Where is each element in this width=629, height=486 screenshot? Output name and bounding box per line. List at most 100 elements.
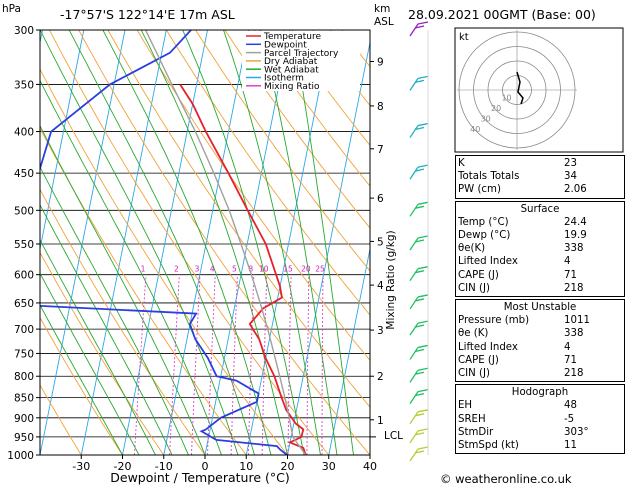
legend-entry: Wet Adiabat bbox=[264, 65, 319, 75]
hodo-value: 11 bbox=[564, 440, 577, 452]
mixing-ratio-label: 5 bbox=[232, 265, 237, 274]
pressure-tick-label: 750 bbox=[14, 348, 34, 360]
pressure-tick-label: 1000 bbox=[7, 450, 34, 462]
surface-label: θe(K) bbox=[458, 243, 486, 255]
dry-adiabat bbox=[40, 251, 165, 455]
surface-row: CIN (J) 218 bbox=[458, 282, 622, 295]
surface-row: Lifted Index 4 bbox=[458, 255, 622, 268]
wet-adiabat bbox=[40, 124, 206, 455]
height-tick-label: 5 bbox=[377, 236, 384, 248]
wind-barb-staff bbox=[409, 23, 419, 37]
hodo-row: SREH -5 bbox=[458, 413, 622, 426]
hodo-label: StmSpd (kt) bbox=[458, 440, 519, 452]
isotherm-line bbox=[163, 30, 250, 455]
mixing-ratio-line bbox=[169, 274, 180, 455]
hodograph-ring-label: 20 bbox=[491, 104, 501, 113]
dry-adiabat bbox=[195, 30, 370, 272]
mixing-ratio-label: 4 bbox=[210, 265, 215, 274]
wind-barb-staff bbox=[409, 237, 419, 251]
wind-barb-staff bbox=[409, 369, 419, 383]
mixing-ratio-line bbox=[287, 274, 292, 455]
wind-barb-flag bbox=[414, 432, 425, 436]
wet-adiabat bbox=[40, 272, 140, 455]
surface-label: Dewp (°C) bbox=[458, 230, 511, 242]
wind-barb-flag bbox=[417, 428, 429, 432]
pressure-tick-label: 350 bbox=[14, 79, 34, 91]
pressure-tick-label: 450 bbox=[14, 168, 34, 180]
dry-adiabat bbox=[40, 188, 206, 455]
series-temperature bbox=[179, 83, 307, 455]
surface-row: Temp (°C) 24.4 bbox=[458, 216, 622, 229]
wind-barb-staff bbox=[409, 347, 419, 360]
height-tick-label: 3 bbox=[377, 325, 384, 337]
hodograph-ring-label: 30 bbox=[481, 114, 491, 123]
pressure-tick-label: 550 bbox=[14, 239, 34, 251]
series-dewpoint bbox=[40, 30, 288, 455]
hodograph-ring-label: 10 bbox=[501, 93, 511, 102]
indices-box: K 23 Totals Totals 34 PW (cm) 2.06 bbox=[455, 155, 625, 199]
isotherm-line bbox=[328, 246, 370, 455]
dry-adiabat bbox=[107, 30, 370, 408]
isotherm-line bbox=[122, 30, 208, 455]
plot-frame bbox=[39, 29, 371, 456]
mu-row: θe (K) 338 bbox=[458, 327, 622, 340]
mixing-ratio-line bbox=[190, 274, 201, 455]
legend-entry: Mixing Ratio bbox=[264, 82, 320, 92]
mixing-ratio-axis-label: Mixing Ratio (g/kg) bbox=[385, 230, 397, 329]
profiles bbox=[40, 30, 307, 455]
pressure-tick-label: 500 bbox=[14, 205, 34, 217]
hodograph-table-box: Hodograph EH 48 SREH -5 StmDir 303° StmSpd … bbox=[455, 384, 625, 455]
wind-barb-flag bbox=[417, 266, 429, 270]
mu-label: Lifted Index bbox=[458, 341, 518, 353]
height-tick-label: 7 bbox=[377, 144, 384, 156]
mu-value: 338 bbox=[564, 328, 584, 340]
surface-value: 4 bbox=[564, 256, 571, 268]
hodo-label: StmDir bbox=[458, 426, 494, 438]
wind-barb-flag bbox=[414, 25, 425, 29]
wind-barb-flag bbox=[417, 446, 429, 450]
mixing-ratio-label: 10 bbox=[259, 265, 269, 274]
index-value: 34 bbox=[564, 171, 577, 183]
dry-adiabat bbox=[224, 30, 370, 229]
hodo-value: 303° bbox=[564, 426, 589, 438]
wet-adiabat bbox=[40, 166, 189, 455]
mu-row: CIN (J) 218 bbox=[458, 367, 622, 380]
mu-label: Pressure (mb) bbox=[458, 315, 530, 327]
wind-barb-staff bbox=[409, 322, 419, 336]
wind-barb-staff bbox=[409, 203, 419, 217]
wind-barb-flag bbox=[417, 21, 429, 25]
mixing-ratio-line bbox=[306, 274, 310, 455]
pressure-tick-label: 650 bbox=[14, 298, 34, 310]
hodo-row: StmSpd (kt) 11 bbox=[458, 439, 622, 452]
wind-barb-flag bbox=[414, 79, 425, 84]
wind-barb-staff bbox=[409, 296, 419, 310]
wind-barb-staff bbox=[409, 391, 419, 404]
height-tick-label: 9 bbox=[377, 56, 384, 68]
hodograph-table-title: Hodograph bbox=[511, 387, 569, 399]
mixing-ratio-line bbox=[230, 274, 238, 455]
surface-row: CAPE (J) 71 bbox=[458, 269, 622, 282]
wind-barb-flag bbox=[417, 201, 429, 205]
wind-barb-flag bbox=[414, 324, 425, 328]
mixing-ratio-label: 2 bbox=[174, 265, 179, 274]
dry-adiabat bbox=[136, 30, 370, 362]
dry-adiabat bbox=[253, 30, 370, 187]
temperature-tick-label: 10 bbox=[239, 460, 253, 473]
dry-adiabat bbox=[40, 384, 82, 455]
wet-adiabat bbox=[40, 79, 222, 455]
axes: 3003504004505005506006507007508008509009… bbox=[7, 25, 384, 473]
surface-label: Temp (°C) bbox=[458, 216, 509, 228]
index-row: PW (cm) 2.06 bbox=[458, 183, 622, 196]
isotherm-line bbox=[0, 30, 1, 455]
surface-value: 19.9 bbox=[564, 230, 587, 242]
mu-row: Pressure (mb) 1011 bbox=[458, 314, 622, 327]
location-title: -17°57'S 122°14'E 17m ASL bbox=[60, 7, 235, 22]
wind-barb-staff bbox=[409, 78, 419, 91]
wind-barb-staff bbox=[409, 166, 419, 180]
temperature-tick-label: 20 bbox=[281, 460, 295, 473]
x-axis-label: Dewpoint / Temperature (°C) bbox=[110, 470, 289, 485]
hodo-row: StmDir 303° bbox=[458, 426, 622, 439]
mu-label: CAPE (J) bbox=[458, 354, 499, 366]
wind-barb-flag bbox=[417, 164, 429, 168]
